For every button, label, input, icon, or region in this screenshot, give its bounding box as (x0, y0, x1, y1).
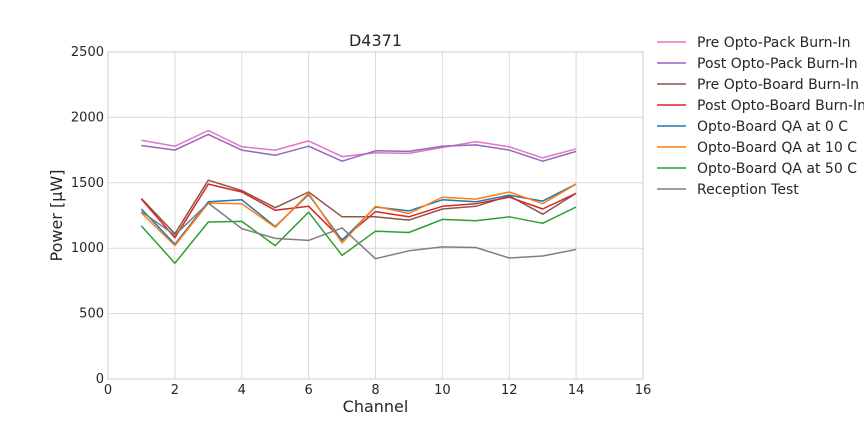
x-tick-label: 6 (304, 383, 312, 398)
y-tick-label: 1500 (71, 176, 104, 191)
x-tick-label: 8 (371, 383, 379, 398)
legend-label: Opto-Board QA at 10 C (697, 140, 857, 156)
series-line-7 (140, 206, 577, 264)
y-tick-label: 0 (96, 372, 104, 387)
x-tick-label: 10 (434, 383, 451, 398)
x-tick-label: 16 (635, 383, 652, 398)
series-line-1 (141, 129, 577, 159)
y-tick-label: 2000 (71, 110, 104, 125)
series-lines (140, 129, 577, 264)
y-axis-label: Power [μW] (47, 170, 66, 262)
x-tick-label: 0 (104, 383, 112, 398)
series-line-2 (141, 133, 577, 162)
y-tick-label: 2500 (71, 45, 104, 60)
plot-frame (107, 51, 644, 380)
y-tick-label: 500 (79, 307, 104, 322)
x-tick-label: 2 (171, 383, 179, 398)
series-line-6 (140, 183, 577, 247)
x-axis-label: Channel (343, 397, 409, 416)
legend-label: Post Opto-Pack Burn-In (697, 56, 858, 72)
series-line-8 (140, 202, 577, 260)
y-axis-ticks: 0 500 1000 1500 2000 2500 (71, 45, 104, 387)
legend-label: Pre Opto-Board Burn-In (697, 77, 859, 93)
x-tick-label: 14 (568, 383, 585, 398)
legend: Pre Opto-Pack Burn-In Post Opto-Pack Burn… (657, 35, 864, 198)
x-tick-label: 4 (238, 383, 246, 398)
legend-label: Opto-Board QA at 50 C (697, 161, 857, 177)
legend-label: Pre Opto-Pack Burn-In (697, 35, 851, 51)
x-axis-ticks: 0 2 4 6 8 10 12 14 16 (104, 383, 651, 398)
legend-label: Opto-Board QA at 0 C (697, 119, 848, 135)
chart-title: D4371 (349, 31, 402, 50)
x-tick-label: 12 (501, 383, 518, 398)
y-tick-label: 1000 (71, 241, 104, 256)
legend-label: Reception Test (697, 182, 799, 198)
legend-label: Post Opto-Board Burn-In (697, 98, 864, 114)
